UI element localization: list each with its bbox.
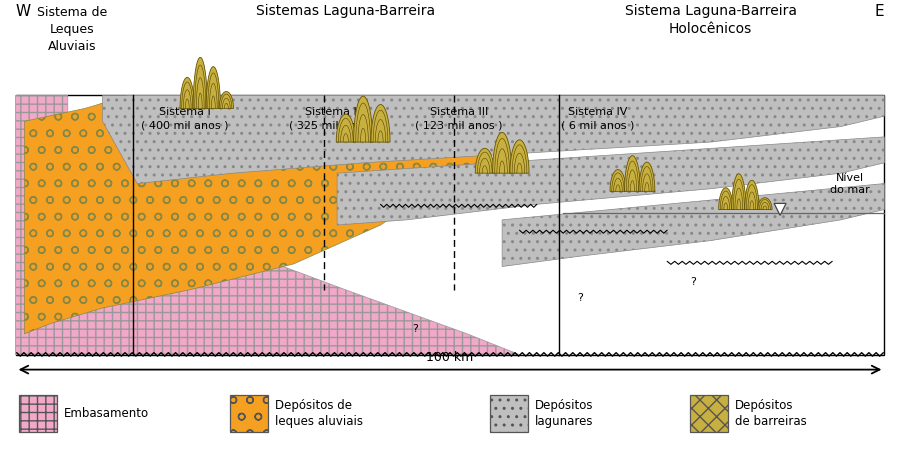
Polygon shape [745,180,759,210]
Polygon shape [758,198,772,210]
Polygon shape [732,174,746,210]
Text: Sistema I
( 400 mil anos ): Sistema I ( 400 mil anos ) [142,107,229,130]
Polygon shape [219,92,234,108]
Polygon shape [336,114,355,142]
Bar [15,96,884,355]
Bar [490,394,528,432]
Text: Nível
do mar: Nível do mar [830,173,870,195]
Text: Embasamento: Embasamento [64,407,149,420]
Text: Sistemas Laguna-Barreira: Sistemas Laguna-Barreira [256,4,436,18]
Bar [19,394,57,432]
Polygon shape [103,96,884,184]
Text: Depósitos
de barreiras: Depósitos de barreiras [734,399,806,428]
Text: ?: ? [412,324,419,334]
Polygon shape [193,57,207,108]
Polygon shape [354,96,373,142]
Text: Sistema IV
( 6 mil anos ): Sistema IV ( 6 mil anos ) [561,107,634,130]
Text: ?: ? [690,277,696,287]
Text: ?: ? [577,293,584,303]
Polygon shape [639,162,655,192]
Bar [690,394,728,432]
Bar [230,394,268,432]
Polygon shape [624,156,640,192]
Polygon shape [719,188,733,210]
Text: Sistema III
( 123 mil anos ): Sistema III ( 123 mil anos ) [415,107,502,130]
Polygon shape [774,203,786,215]
Text: 100 km: 100 km [427,350,474,364]
Polygon shape [207,67,220,108]
Polygon shape [180,78,195,108]
Text: W: W [15,4,31,19]
Text: E: E [875,4,884,19]
Polygon shape [510,140,529,173]
Text: Sistema II
( 325 mil anos ): Sistema II ( 325 mil anos ) [289,107,376,130]
Text: Sistema de
Leques
Aluviais: Sistema de Leques Aluviais [37,6,107,53]
Polygon shape [24,96,554,334]
Text: Depósitos de
leques aluviais: Depósitos de leques aluviais [275,399,364,428]
Polygon shape [502,184,884,266]
Text: Sistema Laguna-Barreira
Holocênicos: Sistema Laguna-Barreira Holocênicos [624,4,796,36]
Polygon shape [475,149,494,173]
Polygon shape [337,137,884,225]
Polygon shape [610,170,626,192]
Polygon shape [15,96,520,355]
Text: Depósitos
lagunares: Depósitos lagunares [535,399,594,428]
Polygon shape [492,132,511,173]
Polygon shape [371,105,390,142]
